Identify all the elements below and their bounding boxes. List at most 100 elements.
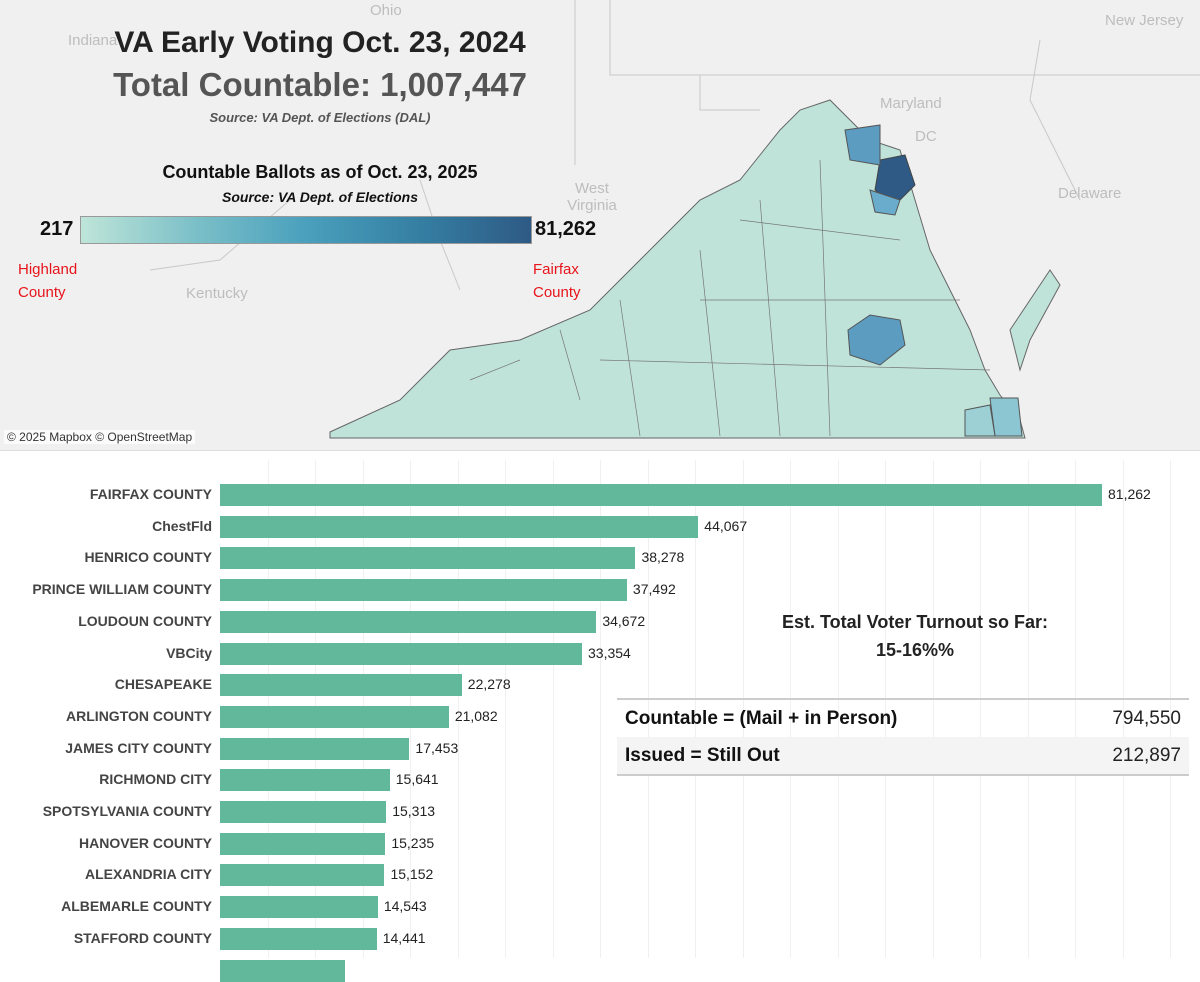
gridline bbox=[790, 460, 791, 958]
turnout-label: Est. Total Voter Turnout so Far: bbox=[781, 612, 1048, 632]
category-label: VBCity bbox=[166, 644, 212, 661]
bar-value-label: 38,278 bbox=[641, 549, 685, 566]
state-label-west-virginia: West Virginia bbox=[567, 180, 617, 214]
bar-value-label: 21,082 bbox=[454, 707, 498, 724]
state-label-indiana: Indiana bbox=[68, 32, 118, 49]
source-note: Source: VA Dept. of Elections (DAL) bbox=[209, 110, 431, 125]
county-chesterfield-henrico bbox=[847, 314, 906, 366]
map-credit[interactable]: © 2025 Mapbox © OpenStreetMap bbox=[4, 430, 196, 444]
bar[interactable] bbox=[220, 705, 449, 728]
category-label: HANOVER COUNTY bbox=[78, 834, 212, 851]
category-label: HENRICO COUNTY bbox=[84, 549, 212, 566]
gridline bbox=[457, 460, 459, 958]
page-title: VA Early Voting Oct. 23, 2024 bbox=[114, 26, 526, 59]
category-label: PRINCE WILLIAM COUNTY bbox=[32, 581, 212, 598]
gridline bbox=[1170, 460, 1171, 958]
choropleth-map[interactable]: Ohio Indiana West Virginia Kentucky Mary… bbox=[0, 0, 1200, 451]
bar-value-label: 22,278 bbox=[467, 676, 511, 693]
bar-value-label: 34,672 bbox=[602, 612, 646, 629]
bar-value-label: 15,313 bbox=[392, 803, 436, 819]
state-label-ohio: Ohio bbox=[370, 2, 402, 19]
turnout-summary: Est. Total Voter Turnout so Far: 15-16%% bbox=[720, 608, 1110, 664]
bar[interactable] bbox=[220, 610, 597, 633]
bar-value-label: 15,235 bbox=[391, 834, 435, 851]
county-prince-william bbox=[869, 189, 901, 216]
bar-value-label: 15,641 bbox=[395, 771, 439, 788]
gridline bbox=[1027, 460, 1029, 958]
county-borders bbox=[469, 159, 991, 437]
color-legend-gradient bbox=[80, 216, 532, 244]
state-label-delaware: Delaware bbox=[1058, 185, 1122, 202]
bar[interactable] bbox=[220, 674, 462, 697]
bar-value-label: 14,441 bbox=[382, 929, 426, 946]
bar-value-label: 37,492 bbox=[632, 581, 676, 598]
gridline bbox=[552, 460, 554, 958]
state-label-maryland: Maryland bbox=[880, 95, 942, 112]
county-virginia-beach bbox=[989, 397, 1023, 437]
bar-value-label: 33,354 bbox=[588, 644, 631, 661]
bar-value-label: 81,262 bbox=[1108, 486, 1151, 502]
bar-value-label: 44,067 bbox=[704, 517, 748, 534]
bar-value-label: 17,453 bbox=[415, 739, 459, 756]
legend-source: Source: VA Dept. of Elections bbox=[221, 189, 419, 205]
gridline bbox=[980, 460, 981, 958]
bar[interactable] bbox=[220, 484, 1102, 506]
category-label: RICHMOND CITY bbox=[99, 771, 212, 788]
row-label: Countable = (Mail + in Person) bbox=[625, 707, 898, 729]
map-canvas bbox=[149, 0, 1200, 439]
state-label-new-jersey: New Jersey bbox=[1105, 12, 1184, 29]
category-label: ChestFld bbox=[152, 517, 212, 534]
gridline bbox=[600, 460, 601, 958]
category-label: ALEXANDRIA CITY bbox=[84, 866, 212, 883]
bar[interactable] bbox=[220, 515, 699, 538]
bar[interactable] bbox=[220, 896, 378, 919]
bar-partial[interactable] bbox=[220, 959, 345, 982]
max-county-label: Fairfax County bbox=[533, 261, 581, 301]
bar[interactable] bbox=[220, 642, 583, 665]
county-fairfax bbox=[874, 154, 916, 206]
row-value: 794,550 bbox=[1112, 707, 1181, 729]
bar[interactable] bbox=[220, 579, 627, 602]
min-county-label: Highland County bbox=[18, 261, 78, 301]
bar-value-label: 15,152 bbox=[390, 866, 434, 883]
bar[interactable] bbox=[220, 737, 410, 760]
bar[interactable] bbox=[220, 864, 385, 887]
bar[interactable] bbox=[220, 927, 377, 950]
gridline bbox=[932, 460, 934, 958]
gridline bbox=[837, 460, 839, 958]
bar[interactable] bbox=[220, 801, 387, 823]
category-label: CHESAPEAKE bbox=[114, 676, 212, 693]
category-label: STAFFORD COUNTY bbox=[73, 929, 212, 946]
county-chesapeake bbox=[964, 404, 996, 437]
table-row: Issued = Still Out 212,897 bbox=[617, 737, 1189, 774]
category-label: ALBEMARLE COUNTY bbox=[61, 898, 212, 915]
turnout-value: 15-16%% bbox=[875, 640, 955, 660]
row-value: 212,897 bbox=[1112, 744, 1181, 766]
category-label: FAIRFAX COUNTY bbox=[89, 486, 212, 502]
gridline bbox=[1122, 460, 1124, 958]
gridline bbox=[695, 460, 696, 958]
bar-value-label: 14,543 bbox=[383, 898, 427, 915]
legend-title: Countable Ballots as of Oct. 23, 2025 bbox=[162, 162, 478, 182]
bar[interactable] bbox=[220, 832, 386, 855]
gridline bbox=[647, 460, 649, 958]
state-label-kentucky: Kentucky bbox=[186, 285, 248, 302]
legend-max: 81,262 bbox=[535, 218, 597, 240]
category-label: JAMES CITY COUNTY bbox=[65, 739, 212, 756]
gridline bbox=[505, 460, 506, 958]
table-row: Countable = (Mail + in Person) 794,550 bbox=[617, 700, 1189, 737]
gridline bbox=[885, 460, 886, 958]
row-label: Issued = Still Out bbox=[625, 744, 780, 766]
total-countable: Total Countable: 1,007,447 bbox=[113, 66, 527, 103]
state-label-dc: DC bbox=[915, 128, 937, 145]
gridline bbox=[742, 460, 744, 958]
ballot-table: Countable = (Mail + in Person) 794,550 I… bbox=[617, 698, 1189, 776]
bar-chart: FAIRFAX COUNTY 81,262 ChestFld 44,067 HENRIC… bbox=[0, 460, 1200, 982]
category-label: ARLINGTON COUNTY bbox=[66, 707, 212, 724]
state-borders bbox=[149, 0, 1200, 291]
bar[interactable] bbox=[220, 769, 390, 792]
county-loudoun bbox=[844, 124, 881, 166]
virginia-outline bbox=[329, 99, 1026, 439]
bar[interactable] bbox=[220, 547, 636, 570]
gridline bbox=[1075, 460, 1076, 958]
